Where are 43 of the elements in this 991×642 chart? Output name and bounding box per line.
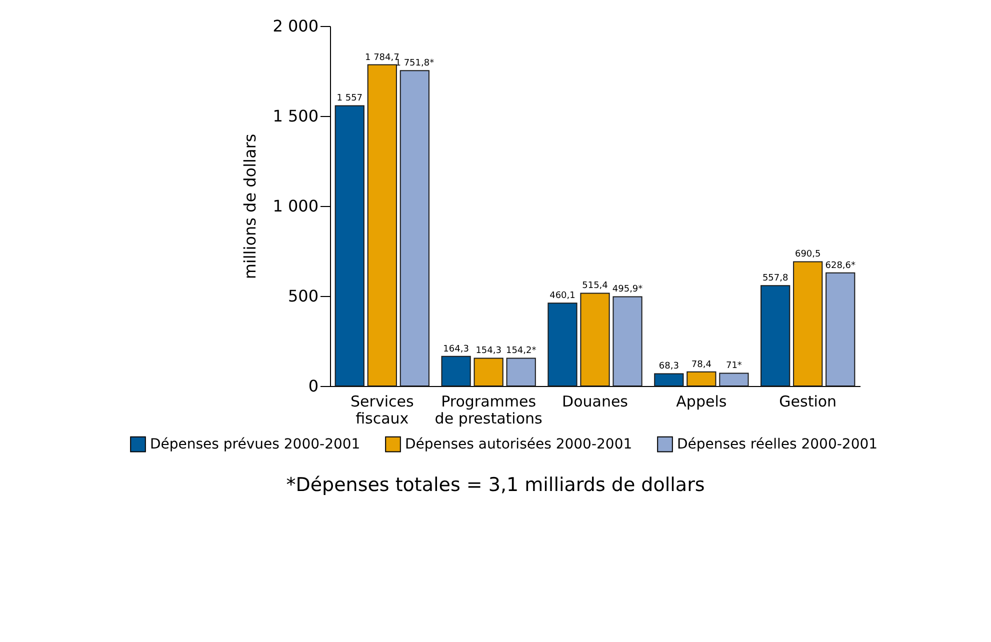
data-label: 78,4 bbox=[691, 360, 712, 370]
y-tick-label: 1 500 bbox=[272, 106, 318, 126]
data-label: 71* bbox=[726, 361, 742, 372]
bar bbox=[400, 70, 430, 386]
data-label: 68,3 bbox=[658, 362, 679, 372]
bar bbox=[612, 296, 642, 386]
bar bbox=[548, 302, 578, 386]
x-tick-label: Appels bbox=[676, 392, 727, 410]
data-label: 154,2* bbox=[506, 346, 537, 356]
bar bbox=[334, 105, 364, 386]
data-label: 1 557 bbox=[336, 94, 363, 104]
bar bbox=[826, 272, 856, 386]
legend-label: Dépenses réelles 2000-2001 bbox=[677, 436, 878, 452]
y-tick-label: 500 bbox=[288, 286, 318, 306]
text: *Dépenses totales = 3,1 milliards de dollars bbox=[285, 474, 706, 496]
data-label: 628,6* bbox=[825, 260, 856, 271]
bar bbox=[719, 372, 749, 386]
y-tick-label: 2 000 bbox=[272, 16, 318, 36]
bar bbox=[654, 373, 684, 386]
bar bbox=[760, 285, 790, 386]
data-label: 154,3 bbox=[476, 346, 502, 356]
bar bbox=[793, 261, 823, 386]
y-tick-label: 0 bbox=[308, 376, 318, 396]
bar bbox=[441, 356, 471, 386]
data-label: 164,3 bbox=[443, 344, 469, 354]
x-tick-label: Douanes bbox=[562, 392, 628, 410]
bar bbox=[474, 358, 504, 386]
y-axis-title: millions de dollars bbox=[240, 134, 260, 280]
data-label: 690,5 bbox=[794, 250, 821, 260]
bar bbox=[580, 292, 610, 386]
data-label: 515,4 bbox=[582, 281, 608, 292]
bar bbox=[686, 371, 716, 386]
y-tick-label: 1 000 bbox=[272, 196, 318, 216]
legend-label: Dépenses prévues 2000-2001 bbox=[150, 436, 360, 452]
data-label: 460,1 bbox=[550, 291, 576, 302]
x-tick-label: Gestion bbox=[779, 392, 837, 410]
x-tick-label: Services fiscaux bbox=[350, 392, 414, 428]
x-tick-label: Programmes de prestations bbox=[434, 392, 543, 428]
data-label: 495,9* bbox=[612, 284, 644, 295]
legend-label: Dépenses autorisées 2000-2001 bbox=[405, 436, 632, 452]
bar bbox=[367, 64, 397, 386]
data-label: 557,8 bbox=[762, 274, 788, 284]
bar bbox=[506, 358, 536, 386]
